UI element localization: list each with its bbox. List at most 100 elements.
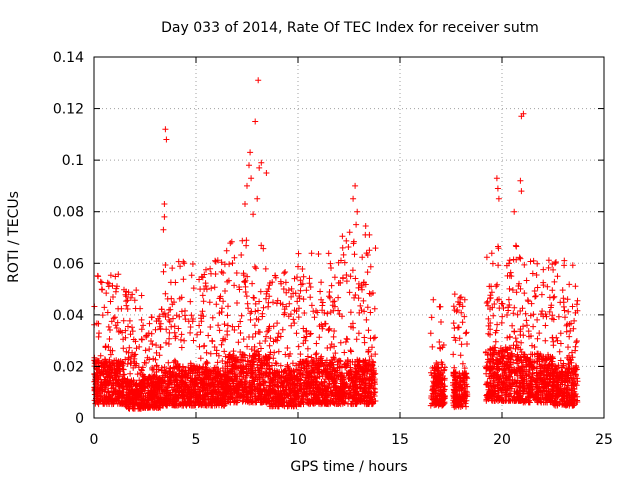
data-point [341,349,348,356]
data-point [95,320,102,327]
data-point [357,302,364,309]
data-point [266,342,273,349]
data-point [144,332,150,339]
data-point [529,270,536,277]
data-point [213,301,220,308]
data-point [540,266,547,273]
data-point [304,345,311,352]
data-point [125,323,131,330]
data-point [216,310,223,317]
data-point [103,290,110,297]
data-point [97,370,104,377]
data-point [281,270,288,277]
data-point [462,330,469,337]
data-point [262,265,269,272]
data-point [349,267,356,274]
data-point [263,333,269,340]
data-point [300,273,307,280]
data-point [250,294,257,301]
data-point [187,298,194,305]
data-point [100,364,107,371]
data-points [91,77,581,412]
data-point [128,360,135,367]
data-point [316,334,323,341]
data-point [353,336,360,343]
data-point [572,283,579,290]
data-point [153,349,160,356]
data-point [360,297,367,304]
data-point [153,369,160,375]
data-point [119,362,126,369]
data-point [153,362,160,369]
data-point [152,326,159,333]
data-point [101,356,108,363]
data-point [458,341,465,348]
data-point [197,355,204,362]
data-point [527,258,534,265]
data-point [372,245,379,252]
data-point [138,326,145,333]
data-point [123,293,130,300]
data-point [211,284,218,291]
data-point [565,308,572,315]
data-point [235,339,242,346]
data-point [458,309,465,316]
data-point [199,292,206,299]
data-point [117,400,124,407]
data-point [450,320,457,327]
data-point [189,318,196,325]
data-point [238,252,245,258]
data-point [167,392,174,399]
data-point [216,327,223,334]
data-point [267,335,274,342]
data-point [118,381,125,388]
data-point [194,331,201,338]
data-point [105,343,112,350]
data-point [120,366,126,373]
data-point [533,272,540,278]
data-point [126,344,133,351]
data-point [227,240,234,247]
data-point [565,344,571,351]
data-point [530,311,537,318]
data-point [347,347,354,354]
data-point [203,349,210,356]
data-point [524,322,530,329]
data-point [112,273,119,280]
data-point [197,329,204,336]
data-point [105,283,112,290]
data-point [167,380,174,387]
data-point [233,270,240,276]
data-point [137,305,144,312]
data-point [202,280,209,287]
data-point [243,293,250,300]
data-point [132,338,139,345]
data-point [109,395,116,402]
data-point [156,323,163,330]
data-point [112,372,119,379]
data-point [156,352,163,359]
data-point [141,384,148,391]
data-point [262,338,269,344]
data-point [166,306,172,313]
data-point [132,351,139,358]
data-point [165,341,172,347]
data-point [499,300,506,307]
data-point [172,279,179,286]
data-point [112,380,119,387]
data-point [524,297,531,304]
data-point [221,402,228,409]
data-point [274,320,281,327]
data-point [359,254,366,261]
data-point [324,310,331,317]
data-point [489,260,496,267]
data-point [260,304,267,311]
data-point [133,386,139,393]
data-point [355,330,362,337]
data-point [367,335,374,342]
data-point [148,338,154,344]
data-point [274,337,281,344]
data-point [307,294,314,301]
data-point [113,325,120,331]
data-point [218,376,225,383]
